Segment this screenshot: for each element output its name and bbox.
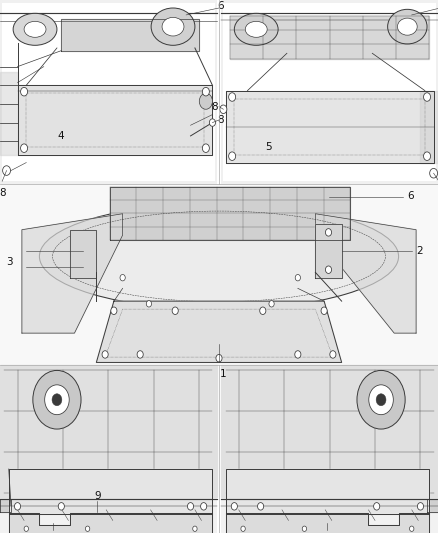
Circle shape <box>430 168 438 178</box>
Circle shape <box>325 266 332 273</box>
Text: 4: 4 <box>57 131 64 141</box>
FancyBboxPatch shape <box>223 3 436 181</box>
Circle shape <box>33 370 81 429</box>
Text: 6: 6 <box>218 2 224 11</box>
Circle shape <box>52 394 62 406</box>
Ellipse shape <box>39 203 399 310</box>
Polygon shape <box>18 85 212 155</box>
Circle shape <box>220 105 227 114</box>
Circle shape <box>302 526 307 531</box>
Circle shape <box>137 351 143 358</box>
Circle shape <box>269 301 274 307</box>
Text: 3: 3 <box>7 257 13 266</box>
Circle shape <box>295 274 300 281</box>
Text: 1: 1 <box>220 369 227 379</box>
Polygon shape <box>230 16 429 59</box>
Circle shape <box>202 144 209 152</box>
Polygon shape <box>420 91 438 163</box>
Polygon shape <box>61 19 199 51</box>
Circle shape <box>216 354 222 362</box>
Polygon shape <box>9 469 212 514</box>
Polygon shape <box>315 224 342 278</box>
Polygon shape <box>0 365 217 497</box>
Ellipse shape <box>24 21 46 37</box>
Text: 5: 5 <box>265 142 272 151</box>
Circle shape <box>120 274 125 281</box>
Circle shape <box>102 351 108 358</box>
Circle shape <box>14 503 21 510</box>
Circle shape <box>202 87 209 96</box>
Ellipse shape <box>388 9 427 44</box>
Circle shape <box>193 526 197 531</box>
Circle shape <box>325 229 332 236</box>
Circle shape <box>424 93 431 101</box>
Circle shape <box>45 385 69 415</box>
Circle shape <box>199 93 212 109</box>
Circle shape <box>321 307 327 314</box>
Ellipse shape <box>397 18 417 35</box>
Circle shape <box>241 526 245 531</box>
Text: 8: 8 <box>0 188 6 198</box>
Circle shape <box>21 144 28 152</box>
Circle shape <box>172 307 178 314</box>
Circle shape <box>229 93 236 101</box>
Circle shape <box>374 503 380 510</box>
Circle shape <box>209 119 215 126</box>
Text: 2: 2 <box>416 246 423 256</box>
Polygon shape <box>96 301 342 362</box>
Circle shape <box>231 503 237 510</box>
Ellipse shape <box>13 13 57 45</box>
Polygon shape <box>0 72 18 155</box>
Circle shape <box>330 351 336 358</box>
Circle shape <box>369 385 393 415</box>
Polygon shape <box>427 499 438 512</box>
Circle shape <box>146 301 152 307</box>
Text: 6: 6 <box>407 191 414 200</box>
Polygon shape <box>226 513 429 533</box>
Circle shape <box>229 152 236 160</box>
FancyBboxPatch shape <box>221 365 438 533</box>
Circle shape <box>376 394 386 406</box>
Circle shape <box>111 307 117 314</box>
Circle shape <box>260 307 266 314</box>
Polygon shape <box>70 230 96 278</box>
Circle shape <box>3 166 11 175</box>
Polygon shape <box>221 365 438 497</box>
Polygon shape <box>315 214 416 333</box>
Polygon shape <box>226 469 429 514</box>
Circle shape <box>201 503 207 510</box>
Circle shape <box>357 370 405 429</box>
Circle shape <box>24 526 28 531</box>
Text: 8: 8 <box>218 115 224 125</box>
FancyBboxPatch shape <box>2 3 215 181</box>
FancyBboxPatch shape <box>0 365 217 533</box>
Circle shape <box>417 503 424 510</box>
Circle shape <box>58 503 64 510</box>
Circle shape <box>85 526 90 531</box>
Ellipse shape <box>245 21 267 37</box>
FancyBboxPatch shape <box>221 0 438 184</box>
FancyBboxPatch shape <box>0 0 217 184</box>
Polygon shape <box>9 513 212 533</box>
Polygon shape <box>22 214 123 333</box>
Circle shape <box>187 503 194 510</box>
Text: 9: 9 <box>94 491 101 500</box>
Text: 8: 8 <box>211 102 218 111</box>
Circle shape <box>295 351 301 358</box>
Ellipse shape <box>151 8 195 45</box>
Ellipse shape <box>162 17 184 36</box>
Circle shape <box>258 503 264 510</box>
Circle shape <box>21 87 28 96</box>
Circle shape <box>410 526 414 531</box>
Circle shape <box>424 152 431 160</box>
FancyBboxPatch shape <box>0 184 438 365</box>
Polygon shape <box>226 91 434 163</box>
Ellipse shape <box>234 13 278 45</box>
Polygon shape <box>0 499 11 512</box>
Polygon shape <box>110 187 350 240</box>
